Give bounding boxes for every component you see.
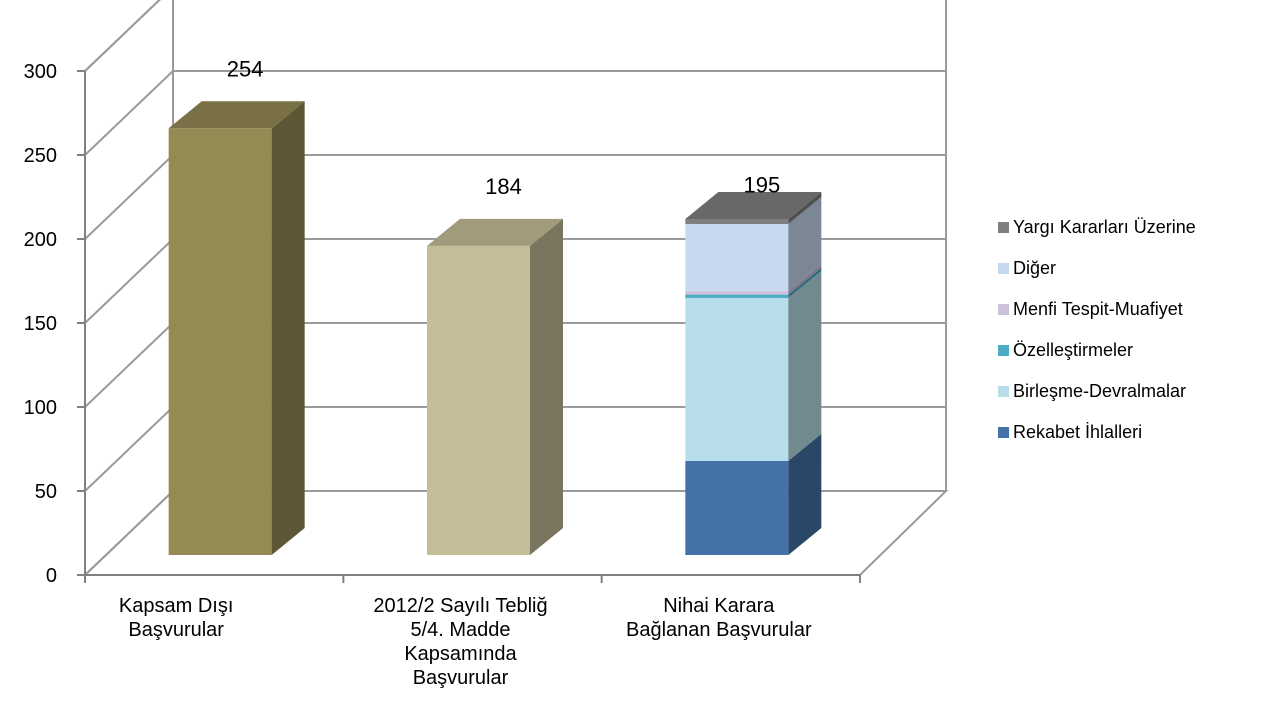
stack-segment-4-front bbox=[685, 224, 789, 292]
y-tick-label-250: 250 bbox=[24, 145, 57, 167]
bar-1-side bbox=[530, 218, 563, 555]
gridline-side-200 bbox=[84, 154, 174, 240]
stack-segment-2 bbox=[685, 267, 822, 298]
category-label-1-line-3: Başvurular bbox=[413, 667, 509, 689]
legend-swatch-1 bbox=[998, 263, 1009, 274]
category-label-2-line-1: Bağlanan Başvurular bbox=[626, 619, 812, 641]
data-label-total: 195 bbox=[743, 172, 780, 197]
stack-segment-4 bbox=[685, 197, 822, 292]
stack-segment-1-side bbox=[788, 270, 822, 461]
stack-segment-3-side bbox=[788, 264, 822, 295]
stack-segment-0-front bbox=[685, 460, 789, 555]
legend-label-5: Rekabet İhlalleri bbox=[1013, 422, 1142, 442]
side-wall-top-edge bbox=[84, 0, 161, 72]
stack-segment-0-side bbox=[788, 433, 822, 555]
y-tick-label-50: 50 bbox=[35, 481, 57, 503]
stack-segment-5 bbox=[685, 192, 822, 225]
stack-segment-3 bbox=[685, 264, 822, 295]
legend-swatch-0 bbox=[998, 222, 1009, 233]
data-labels: 254 184 195 bbox=[227, 56, 780, 199]
y-tick-label-0: 0 bbox=[46, 565, 57, 587]
gridline-side-150 bbox=[84, 238, 174, 324]
legend-label-0: Yargı Kararları Üzerine bbox=[1013, 217, 1196, 237]
legend-label-4: Birleşme-Devralmalar bbox=[1013, 381, 1186, 401]
y-tick-label-100: 100 bbox=[24, 397, 57, 419]
hidden-edge bbox=[85, 0, 173, 71]
stack-segment-4-side bbox=[788, 197, 822, 292]
legend-label-3: Özelleştirmeler bbox=[1013, 340, 1133, 360]
gridline-side-100 bbox=[84, 322, 174, 408]
gridline-side-300 bbox=[84, 0, 161, 72]
bar-0-side bbox=[271, 101, 305, 555]
stack-segment-5-front bbox=[685, 219, 789, 225]
stack-segment-0 bbox=[685, 433, 822, 555]
stack-segment-1 bbox=[685, 270, 822, 461]
legend-label-1: Diğer bbox=[1013, 258, 1056, 278]
stack-segment-2-front bbox=[685, 294, 789, 298]
legend-swatch-2 bbox=[998, 304, 1009, 315]
stack-segment-5-top bbox=[685, 192, 822, 219]
category-label-1-line-1: 5/4. Madde bbox=[410, 619, 510, 641]
stack-segment-3-front bbox=[685, 291, 789, 295]
data-label-1: 184 bbox=[485, 174, 522, 199]
data-label-0: 254 bbox=[227, 56, 264, 81]
bar-0-top bbox=[168, 101, 305, 129]
stack-segment-1-front bbox=[685, 297, 789, 461]
legend-swatch-5 bbox=[998, 427, 1009, 438]
gridline-side-50 bbox=[84, 406, 174, 492]
category-label-0-line-0: Kapsam Dışı bbox=[119, 595, 233, 617]
gridline-side-0 bbox=[84, 490, 174, 576]
bar-1 bbox=[427, 218, 563, 555]
bars bbox=[168, 101, 822, 555]
gridline-side-250 bbox=[84, 70, 174, 156]
y-tick-label-150: 150 bbox=[24, 313, 57, 335]
legend-swatch-4 bbox=[998, 386, 1009, 397]
bar-0 bbox=[168, 101, 305, 555]
category-label-2-line-0: Nihai Karara bbox=[663, 595, 775, 617]
bar-1-front bbox=[427, 245, 530, 555]
category-label-1-line-0: 2012/2 Sayılı Tebliğ bbox=[373, 595, 547, 617]
category-label-1-line-2: Kapsamında bbox=[404, 643, 517, 665]
legend: Yargı Kararları Üzerine Diğer Menfi Tespit… bbox=[998, 217, 1196, 442]
hidden-edge-2 bbox=[85, 0, 173, 71]
y-tick-label-200: 200 bbox=[24, 229, 57, 251]
stack-segment-2-side bbox=[788, 267, 822, 298]
category-label-0-line-1: Başvurular bbox=[128, 619, 224, 641]
bar-1-top bbox=[427, 218, 563, 246]
legend-label-2: Menfi Tespit-Muafiyet bbox=[1013, 299, 1183, 319]
legend-swatch-3 bbox=[998, 345, 1009, 356]
y-tick-label-300: 300 bbox=[24, 61, 57, 83]
axes bbox=[77, 70, 861, 583]
stack-segment-5-side bbox=[788, 192, 822, 225]
bar-0-front bbox=[168, 128, 272, 555]
y-axis-tick-labels: 0 50 100 150 200 250 300 bbox=[24, 61, 57, 587]
